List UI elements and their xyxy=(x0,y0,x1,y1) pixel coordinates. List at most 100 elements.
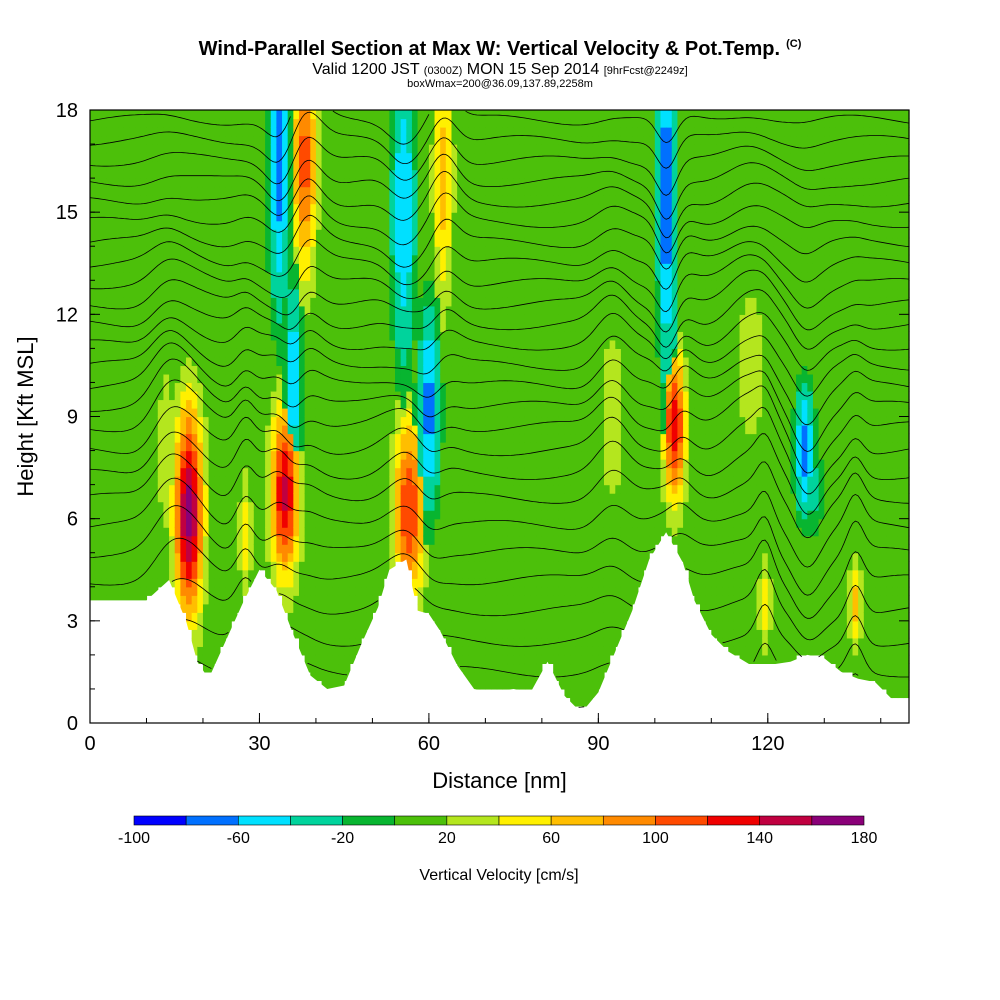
field-cell xyxy=(417,271,424,281)
field-cell xyxy=(191,510,198,520)
field-cell xyxy=(146,288,153,298)
field-cell xyxy=(338,501,345,511)
field-cell xyxy=(219,544,227,554)
field-cell xyxy=(428,484,436,494)
field-cell xyxy=(214,476,221,486)
field-cell xyxy=(395,288,402,298)
field-cell xyxy=(524,620,532,630)
field-cell xyxy=(338,331,345,341)
field-cell xyxy=(270,152,277,162)
field-cell xyxy=(287,476,294,486)
field-cell xyxy=(276,493,283,503)
field-cell xyxy=(440,467,447,477)
field-cell xyxy=(123,288,131,298)
field-cell xyxy=(95,305,102,315)
field-cell xyxy=(265,110,272,120)
field-cell xyxy=(541,442,549,452)
field-cell xyxy=(491,212,498,222)
field-cell xyxy=(530,663,537,673)
field-cell xyxy=(332,356,340,367)
field-cell xyxy=(90,314,97,324)
field-cell xyxy=(479,450,486,460)
field-cell xyxy=(315,135,323,145)
field-cell xyxy=(152,220,159,230)
field-cell xyxy=(474,595,481,605)
field-cell xyxy=(174,331,181,341)
field-cell xyxy=(457,510,464,520)
field-cell xyxy=(202,161,210,171)
field-cell xyxy=(327,144,334,154)
field-cell xyxy=(152,390,159,401)
field-cell xyxy=(225,612,232,622)
field-cell xyxy=(157,169,165,179)
field-cell xyxy=(231,280,238,290)
field-cell xyxy=(400,544,407,554)
field-cell xyxy=(406,552,413,562)
field-cell xyxy=(225,203,232,213)
field-cell xyxy=(293,152,300,162)
field-cell xyxy=(231,237,238,247)
field-cell xyxy=(389,442,396,452)
field-cell xyxy=(423,178,430,188)
field-cell xyxy=(106,425,114,435)
field-cell xyxy=(513,331,520,341)
field-cell xyxy=(338,663,345,673)
field-cell xyxy=(491,195,498,205)
field-cell xyxy=(332,382,340,392)
field-cell xyxy=(338,263,345,273)
field-cell xyxy=(423,527,430,537)
field-cell xyxy=(332,569,340,579)
field-cell xyxy=(327,586,334,596)
field-cell xyxy=(406,263,413,273)
field-cell xyxy=(423,135,430,145)
field-cell xyxy=(236,254,244,264)
field-cell xyxy=(327,518,334,528)
field-cell xyxy=(474,229,481,239)
field-cell xyxy=(513,118,520,128)
field-cell xyxy=(152,280,159,290)
field-cell xyxy=(152,569,159,579)
field-cell xyxy=(265,229,272,239)
field-cell xyxy=(265,416,272,426)
field-cell xyxy=(479,476,486,486)
field-cell xyxy=(180,365,187,375)
field-cell xyxy=(378,110,385,120)
field-cell xyxy=(197,246,204,256)
field-cell xyxy=(112,144,119,154)
field-cell xyxy=(315,476,323,486)
field-cell xyxy=(197,288,204,298)
field-cell xyxy=(349,501,357,511)
field-cell xyxy=(293,433,300,443)
field-cell xyxy=(434,254,441,264)
field-cell xyxy=(293,629,300,639)
field-cell xyxy=(219,552,227,562)
field-cell xyxy=(395,212,402,222)
field-cell xyxy=(440,373,447,384)
field-cell xyxy=(485,501,492,511)
field-cell xyxy=(152,416,159,426)
field-cell xyxy=(423,195,430,205)
field-cell xyxy=(276,118,283,128)
field-cell xyxy=(95,339,102,349)
field-cell xyxy=(282,442,289,452)
field-cell xyxy=(541,348,549,358)
field-cell xyxy=(219,518,227,528)
field-cell xyxy=(129,365,136,375)
field-cell xyxy=(434,110,441,120)
field-cell xyxy=(536,212,543,222)
field-cell xyxy=(315,552,323,562)
field-cell xyxy=(298,544,306,554)
field-cell xyxy=(123,229,131,239)
field-cell xyxy=(186,186,193,196)
field-cell xyxy=(524,186,532,196)
field-cell xyxy=(95,110,102,120)
field-cell xyxy=(372,416,379,426)
field-cell xyxy=(163,280,170,290)
field-cell xyxy=(321,399,328,409)
field-cell xyxy=(197,544,204,554)
field-cell xyxy=(276,237,283,247)
field-cell xyxy=(140,382,148,392)
field-cell xyxy=(338,629,345,639)
field-cell xyxy=(451,127,458,137)
field-cell xyxy=(146,578,153,588)
